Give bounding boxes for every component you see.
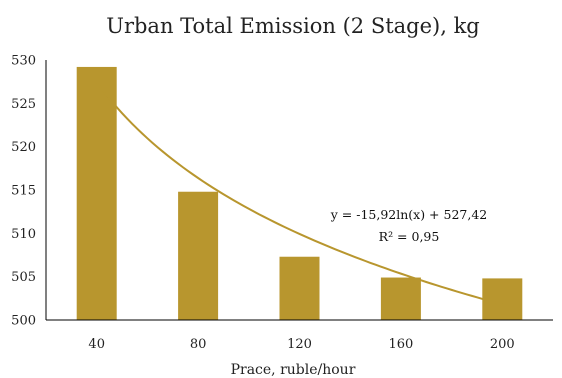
x-tick-label: 120 [287,337,312,352]
chart-title: Urban Total Emission (2 Stage), kg [106,14,480,38]
bar [76,66,117,320]
bars [76,66,523,320]
y-tick-label: 500 [11,314,36,329]
y-tick-label: 525 [11,97,36,112]
bar [279,256,320,320]
bar [482,278,523,320]
y-tick-label: 530 [11,54,36,69]
y-tick-label: 520 [11,140,36,155]
x-axis-ticks: 40 80 120 160 200 [88,337,514,352]
trendline-equation: y = -15,92ln(x) + 527,42 [330,207,488,222]
x-tick-label: 40 [88,337,105,352]
trendline-r-squared: R² = 0,95 [379,229,440,244]
y-axis-ticks: 500 505 510 515 520 525 530 [11,54,36,329]
bar [380,277,421,320]
x-tick-label: 80 [190,337,207,352]
x-tick-label: 200 [490,337,515,352]
y-tick-label: 505 [11,270,36,285]
bar [178,191,219,320]
y-tick-label: 515 [11,184,36,199]
x-axis-title: Prace, ruble/hour [231,362,356,378]
x-tick-label: 160 [388,337,413,352]
trendline [95,81,503,306]
y-tick-label: 510 [11,227,36,242]
